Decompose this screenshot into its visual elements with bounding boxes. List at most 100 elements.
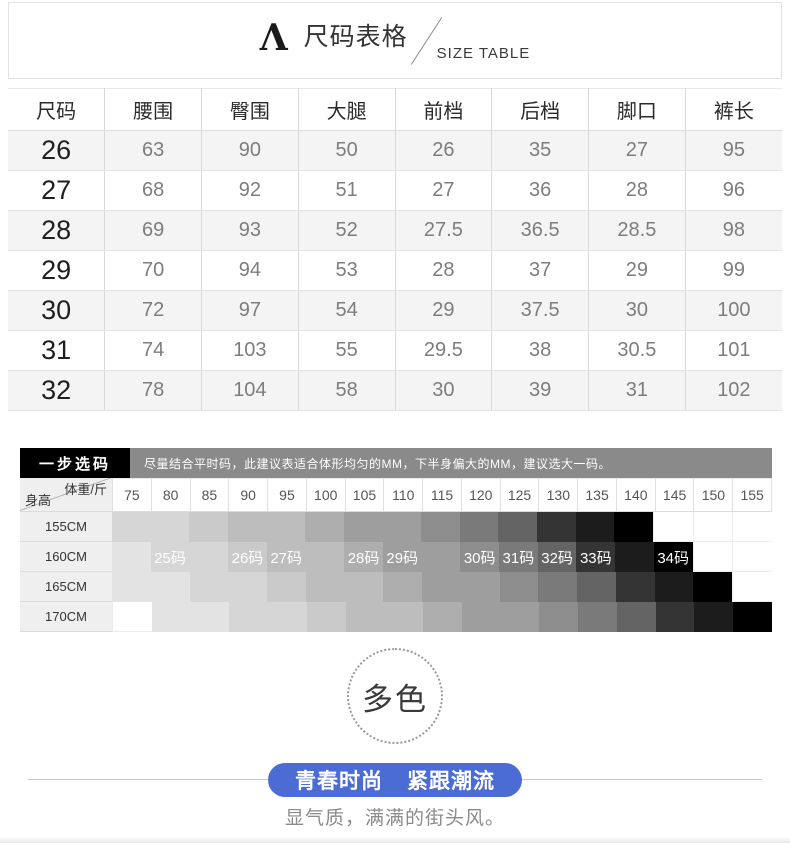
weight-header-cell: 125 bbox=[499, 478, 539, 512]
measure-cell: 103 bbox=[201, 330, 299, 371]
measure-cell: 72 bbox=[104, 290, 202, 331]
picker-grid-cell bbox=[382, 512, 422, 542]
picker-grid-cell bbox=[421, 512, 460, 542]
picker-corner-cell: 体重/斤 身高 bbox=[20, 478, 112, 512]
measure-cell: 102 bbox=[685, 370, 782, 411]
measure-cell: 70 bbox=[104, 250, 202, 291]
picker-grid-cell bbox=[421, 542, 461, 572]
measure-cell: 26 bbox=[395, 130, 493, 171]
picker-grid-cell bbox=[732, 572, 773, 602]
picker-size-label: 31码 bbox=[502, 549, 535, 567]
weight-header-cell: 145 bbox=[654, 478, 694, 512]
slogan-banner: 青春时尚 紧跟潮流 bbox=[0, 763, 790, 797]
size-table-row: 28 69 93 52 27.5 36.5 28.5 98 bbox=[8, 210, 782, 251]
page-title: 尺码表格 bbox=[303, 22, 408, 51]
measure-cell: 35 bbox=[491, 130, 589, 171]
picker-size-label: 27码 bbox=[270, 549, 302, 567]
picker-grid-cell bbox=[500, 602, 540, 632]
weight-header-cell: 120 bbox=[460, 478, 500, 512]
picker-grid-cell: 31码 bbox=[499, 542, 538, 572]
size-table-header-cell: 后档 bbox=[491, 88, 589, 131]
picker-grid-cell bbox=[112, 602, 152, 632]
size-table-row: 31 74 103 55 29.5 38 30.5 101 bbox=[8, 330, 782, 371]
measure-cell: 55 bbox=[298, 330, 396, 371]
picker-grid-cell bbox=[267, 572, 306, 602]
brand-logo-icon: Λ bbox=[259, 16, 288, 59]
size-table-header-cell: 前档 bbox=[395, 88, 493, 131]
picker-grid-cell bbox=[189, 542, 229, 572]
size-cell: 26 bbox=[8, 130, 106, 171]
size-cell: 28 bbox=[8, 210, 106, 251]
picker-grid-cell bbox=[344, 572, 384, 602]
picker-grid-cell bbox=[614, 512, 653, 542]
picker-grid-cell bbox=[693, 572, 733, 602]
measure-cell: 27 bbox=[395, 170, 493, 211]
picker-grid-cell bbox=[268, 602, 307, 632]
size-table-header-cell: 裤长 bbox=[685, 88, 782, 131]
picker-grid-cell bbox=[150, 512, 190, 542]
corner-height-label: 身高 bbox=[25, 493, 52, 508]
picker-grid-cell bbox=[499, 572, 539, 602]
picker-grid-cell bbox=[733, 602, 773, 632]
size-table-header: Λ 尺码表格 SIZE TABLE bbox=[8, 2, 782, 79]
picker-grid-cell bbox=[692, 542, 733, 572]
picker-grid-cell bbox=[189, 512, 228, 542]
size-table-row: 26 63 90 50 26 35 27 95 bbox=[8, 130, 782, 171]
measure-cell: 39 bbox=[491, 370, 589, 411]
measure-cell: 69 bbox=[104, 210, 202, 251]
picker-grid-cell: 34码 bbox=[653, 542, 693, 572]
measure-cell: 74 bbox=[104, 330, 202, 371]
measure-cell: 90 bbox=[201, 130, 299, 171]
size-cell: 29 bbox=[8, 250, 106, 291]
picker-grid-cell bbox=[112, 542, 151, 572]
measure-cell: 58 bbox=[298, 370, 396, 411]
picker-title: 一步选码 bbox=[20, 448, 130, 478]
picker-grid-cell bbox=[616, 602, 656, 632]
weight-header-cell: 85 bbox=[189, 478, 229, 512]
size-table-row: 29 70 94 53 28 37 29 99 bbox=[8, 250, 782, 291]
picker-grid-cell: 30码 bbox=[460, 542, 500, 572]
measure-cell: 36 bbox=[491, 170, 589, 211]
measure-cell: 29 bbox=[395, 290, 493, 331]
size-table-header-cell: 大腿 bbox=[298, 88, 396, 131]
picker-size-label: 26码 bbox=[231, 549, 264, 567]
measure-cell: 94 bbox=[201, 250, 299, 291]
picker-grid-cell bbox=[422, 572, 461, 602]
picker-grid-cell bbox=[266, 512, 306, 542]
picker-grid-cell bbox=[654, 572, 694, 602]
picker-grid-cell bbox=[539, 602, 579, 632]
picker-grid-cell: 25码 bbox=[150, 542, 190, 572]
size-table-header-cell: 脚口 bbox=[588, 88, 686, 131]
picker-grid-cell: 28码 bbox=[344, 542, 383, 572]
picker-grid-cell bbox=[306, 602, 346, 632]
size-table: 尺码 腰围 臀围 大腿 前档 后档 脚口 裤长 26 63 90 50 26 35 27 95 27 68 92 51… bbox=[8, 88, 782, 411]
slogan-right: 紧跟潮流 bbox=[407, 770, 495, 793]
picker-size-label: 28码 bbox=[347, 549, 380, 567]
picker-row: 170CM bbox=[20, 602, 773, 632]
measure-cell: 27.5 bbox=[395, 210, 493, 251]
picker-grid-cell bbox=[384, 602, 424, 632]
measure-cell: 100 bbox=[685, 290, 782, 331]
size-cell: 32 bbox=[8, 370, 106, 411]
picker-grid-cell bbox=[112, 572, 151, 602]
picker-grid-cell bbox=[732, 512, 772, 542]
size-table-section: 尺码 腰围 臀围 大腿 前档 后档 脚口 裤长 26 63 90 50 26 35 27 95 27 68 92 51… bbox=[8, 88, 782, 411]
picker-grid-cell bbox=[692, 512, 733, 542]
weight-header-cell: 75 bbox=[112, 478, 151, 512]
picker-grid-cell bbox=[305, 512, 344, 542]
multi-color-badge: 多色 bbox=[347, 648, 443, 744]
weight-header-cell: 140 bbox=[615, 478, 655, 512]
picker-grid-cell bbox=[537, 512, 576, 542]
picker-grid-cell bbox=[578, 602, 617, 632]
size-table-row: 32 78 104 58 30 39 31 102 bbox=[8, 370, 782, 411]
picker-size-label: 32码 bbox=[541, 549, 573, 567]
picker-grid-cell bbox=[694, 602, 734, 632]
picker-size-label: 34码 bbox=[657, 549, 690, 567]
picker-size-label: 30码 bbox=[463, 549, 496, 567]
size-table-header-cell: 腰围 bbox=[104, 88, 202, 131]
weight-header-cell: 110 bbox=[383, 478, 423, 512]
measure-cell: 28 bbox=[395, 250, 493, 291]
picker-grid-cell bbox=[575, 512, 615, 542]
picker-grid-cell bbox=[461, 602, 501, 632]
